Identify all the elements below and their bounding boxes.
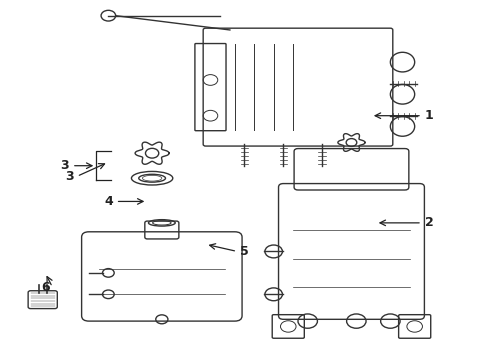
Text: 2: 2: [424, 216, 433, 229]
Text: 3: 3: [60, 159, 69, 172]
Text: 3: 3: [65, 170, 74, 183]
Text: 4: 4: [104, 195, 113, 208]
Text: 5: 5: [240, 245, 248, 258]
Text: 1: 1: [424, 109, 433, 122]
Text: 6: 6: [41, 281, 49, 294]
